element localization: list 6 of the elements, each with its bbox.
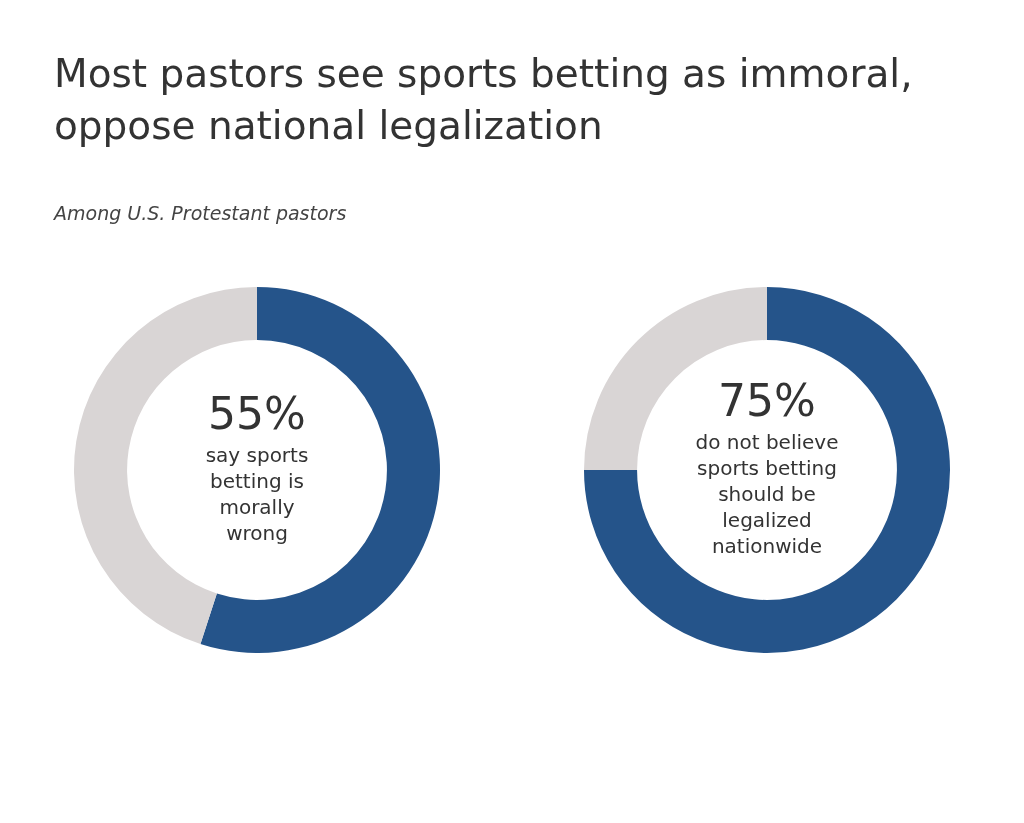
- text: say sports betting is morally wrong: [205, 443, 309, 546]
- text: do not believe sports betting should be legalized nationwide: [695, 430, 839, 559]
- data-label: 55%: [208, 388, 306, 440]
- chart-subtitle: Among U.S. Protestant pastors: [54, 202, 347, 224]
- data-label: 75%: [718, 375, 816, 427]
- chart-title: Most pastors see sports betting as immoral, oppose national legalization: [54, 50, 914, 150]
